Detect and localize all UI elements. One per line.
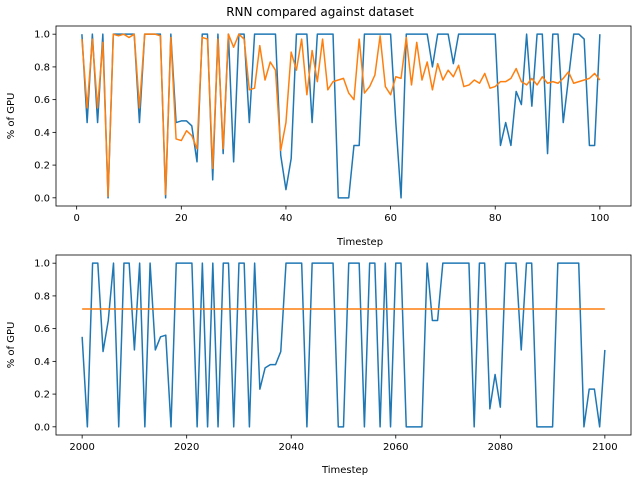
bottom-y-tick-label: 0.2 (34, 390, 50, 401)
top-y-tick-label: 0.4 (34, 128, 50, 139)
bottom-y-tick-label: 0.8 (34, 291, 50, 302)
bottom-y-tick-label: 0.0 (34, 422, 50, 433)
top-x-tick-label: 0 (73, 213, 79, 224)
bottom-plot: 2000 2020 2040 2060 2080 2100 0.0 0.2 0.4 0.6 0.8 1… (34, 254, 632, 453)
top-y-tick-label: 1.0 (34, 30, 50, 41)
chart-title: RNN compared against dataset (226, 5, 414, 19)
top-y-tick-label: 0.8 (34, 62, 50, 73)
bottom-x-tick-label: 2080 (488, 442, 513, 453)
top-x-tick-label: 100 (590, 213, 609, 224)
bottom-x-tick-label: 2020 (174, 442, 199, 453)
bottom-series-line-1 (81, 262, 606, 428)
top-x-tick-label: 20 (175, 213, 188, 224)
top-y-tick-label: 0.0 (34, 193, 50, 204)
top-y-tick-label: 0.6 (34, 95, 50, 106)
bottom-x-tick-label: 2000 (69, 442, 94, 453)
top-plot: 0 20 40 60 80 100 0.0 0.2 0.4 0.6 0.8 1.0 (34, 25, 632, 224)
top-plot-frame (55, 25, 632, 207)
bottom-plot-frame (55, 254, 632, 436)
top-x-axis-label: Timestep (336, 237, 383, 248)
bottom-x-tick-label: 2100 (592, 442, 617, 453)
bottom-y-tick-label: 1.0 (34, 259, 50, 270)
top-x-tick-label: 40 (280, 213, 293, 224)
bottom-x-axis-label: Timestep (321, 465, 368, 476)
top-x-tick-label: 80 (489, 213, 502, 224)
top-y-axis-label: % of GPU (6, 93, 17, 140)
bottom-x-tick-label: 2060 (383, 442, 408, 453)
bottom-y-axis-label: % of GPU (6, 322, 17, 369)
top-series-line-2 (81, 33, 601, 197)
bottom-x-tick-label: 2040 (279, 442, 304, 453)
top-x-tick-label: 60 (384, 213, 397, 224)
bottom-y-tick-label: 0.4 (34, 357, 50, 368)
top-y-tick-label: 0.2 (34, 161, 50, 172)
bottom-y-tick-label: 0.6 (34, 324, 50, 335)
